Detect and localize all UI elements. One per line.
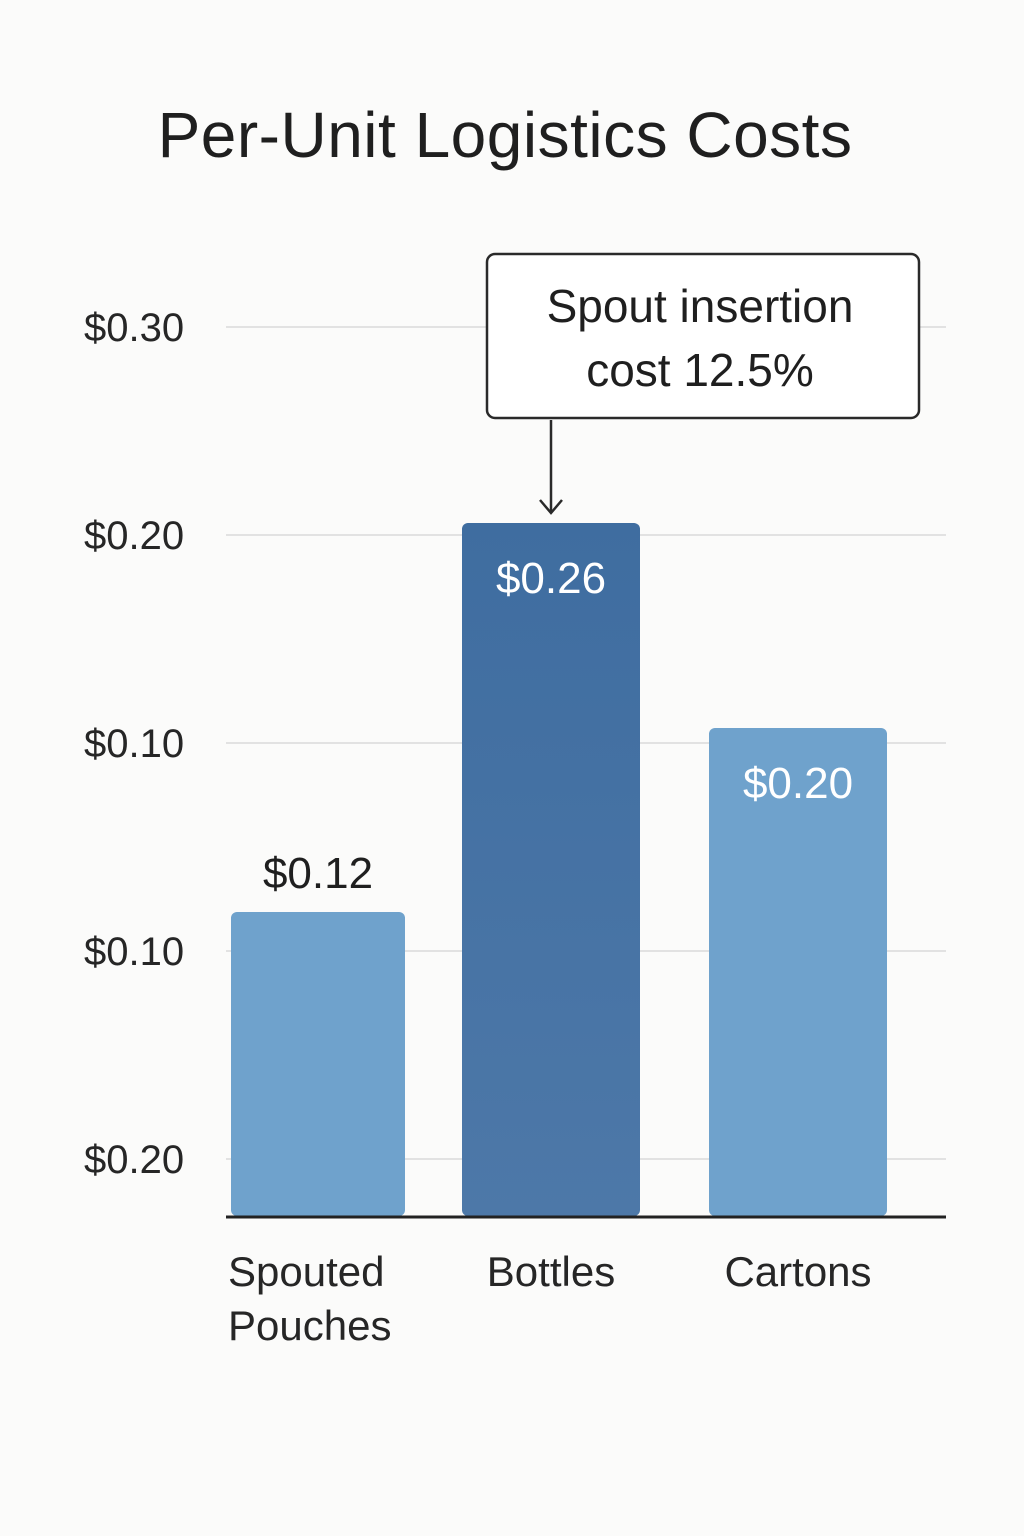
annotation-box <box>485 252 921 420</box>
x-axis-category-labels: Spouted Pouches Bottles Cartons <box>228 1248 872 1349</box>
x-tick-label: Cartons <box>724 1248 871 1295</box>
annotation-text: Spout insertion <box>547 280 854 332</box>
bar <box>709 728 887 1216</box>
y-axis-tick-labels: $0.30 $0.20 $0.10 $0.10 $0.20 <box>84 306 184 1182</box>
y-tick-label: $0.20 <box>84 1138 184 1182</box>
bar-value-label: $0.26 <box>496 554 606 603</box>
annotation-text: cost 12.5% <box>586 344 814 396</box>
y-tick-label: $0.10 <box>84 722 184 766</box>
bars: $0.12 $0.26 $0.20 <box>231 523 887 1216</box>
y-tick-label: $0.10 <box>84 930 184 974</box>
chart-title: Per-Unit Logistics Costs <box>157 99 853 171</box>
annotation-callout: Spout insertion cost 12.5% <box>485 252 921 515</box>
y-tick-label: $0.30 <box>84 306 184 350</box>
bar <box>231 912 405 1216</box>
x-tick-label: Spouted Pouches <box>228 1248 391 1349</box>
x-tick-label: Bottles <box>487 1248 615 1295</box>
bar-value-label: $0.20 <box>743 759 853 808</box>
bar <box>462 523 640 1216</box>
bar-value-label: $0.12 <box>263 849 373 898</box>
y-tick-label: $0.20 <box>84 514 184 558</box>
annotation-arrowhead <box>539 499 563 515</box>
